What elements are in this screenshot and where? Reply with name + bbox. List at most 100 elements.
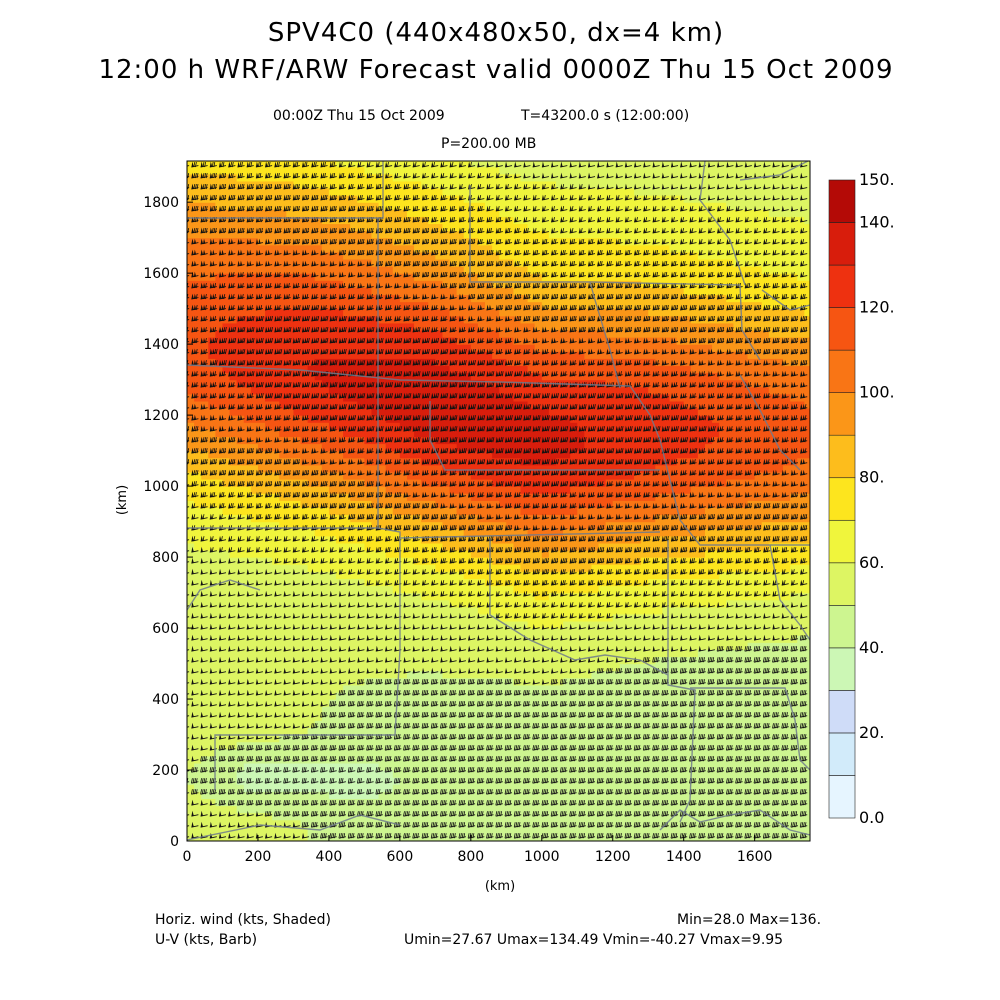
field-cell xyxy=(464,472,472,480)
field-cell xyxy=(329,685,337,693)
field-cell xyxy=(506,486,514,494)
field-cell xyxy=(322,664,330,672)
field-cell xyxy=(478,664,486,672)
field-cell xyxy=(386,444,394,452)
field-cell xyxy=(414,727,422,735)
field-cell xyxy=(272,486,280,494)
field-cell xyxy=(237,585,245,593)
field-cell xyxy=(215,557,223,565)
field-cell xyxy=(464,642,472,650)
field-cell xyxy=(364,564,372,572)
field-cell xyxy=(457,465,465,473)
field-cell xyxy=(272,585,280,593)
field-cell xyxy=(187,628,195,636)
field-cell xyxy=(492,387,500,395)
field-cell xyxy=(364,784,372,792)
field-cell xyxy=(371,557,379,565)
field-cell xyxy=(471,727,479,735)
field-cell xyxy=(251,763,259,771)
field-cell xyxy=(258,827,266,835)
field-cell xyxy=(208,401,216,409)
field-cell xyxy=(535,167,543,175)
field-cell xyxy=(442,678,450,686)
field-cell xyxy=(478,167,486,175)
field-cell xyxy=(485,507,493,515)
field-cell xyxy=(322,642,330,650)
field-cell xyxy=(485,642,493,650)
field-cell xyxy=(535,692,543,700)
field-cell xyxy=(187,365,195,373)
field-cell xyxy=(279,706,287,714)
field-cell xyxy=(237,706,245,714)
field-cell xyxy=(286,167,294,175)
field-cell xyxy=(457,813,465,821)
field-cell xyxy=(457,486,465,494)
field-cell xyxy=(230,656,238,664)
field-cell xyxy=(471,252,479,260)
field-cell xyxy=(194,806,202,814)
field-cell xyxy=(364,287,372,295)
field-cell xyxy=(201,287,209,295)
field-cell xyxy=(315,727,323,735)
field-cell xyxy=(379,593,387,601)
field-cell xyxy=(301,571,309,579)
field-cell xyxy=(471,167,479,175)
field-cell xyxy=(194,642,202,650)
field-cell xyxy=(528,287,536,295)
field-cell xyxy=(492,486,500,494)
field-cell xyxy=(549,245,557,253)
field-cell xyxy=(485,323,493,331)
field-cell xyxy=(485,486,493,494)
field-cell xyxy=(464,656,472,664)
field-cell xyxy=(414,621,422,629)
field-cell xyxy=(279,664,287,672)
field-cell xyxy=(293,266,301,274)
field-cell xyxy=(322,252,330,260)
field-cell xyxy=(187,557,195,565)
field-cell xyxy=(230,238,238,246)
field-cell xyxy=(279,167,287,175)
field-cell xyxy=(457,692,465,700)
field-cell xyxy=(215,706,223,714)
field-cell xyxy=(464,564,472,572)
field-cell xyxy=(258,593,266,601)
field-cell xyxy=(301,727,309,735)
field-cell xyxy=(187,252,195,260)
field-cell xyxy=(343,791,351,799)
field-cell xyxy=(286,727,294,735)
field-cell xyxy=(407,266,415,274)
field-cell xyxy=(293,784,301,792)
field-cell xyxy=(528,266,536,274)
field-cell xyxy=(308,664,316,672)
field-cell xyxy=(201,706,209,714)
field-cell xyxy=(230,202,238,210)
field-cell xyxy=(308,642,316,650)
field-cell xyxy=(513,287,521,295)
field-cell xyxy=(272,167,280,175)
field-cell xyxy=(301,202,309,210)
field-cell xyxy=(535,287,543,295)
field-cell xyxy=(293,806,301,814)
field-cell xyxy=(279,444,287,452)
field-cell xyxy=(208,557,216,565)
field-cell xyxy=(301,642,309,650)
field-cell xyxy=(393,507,401,515)
field-cell xyxy=(513,664,521,672)
field-cell xyxy=(386,607,394,615)
field-cell xyxy=(301,656,309,664)
field-cell xyxy=(520,507,528,515)
field-cell xyxy=(485,344,493,352)
field-cell xyxy=(194,685,202,693)
field-cell xyxy=(265,507,273,515)
field-cell xyxy=(208,685,216,693)
field-cell xyxy=(379,287,387,295)
field-cell xyxy=(258,727,266,735)
field-cell xyxy=(492,365,500,373)
field-cell xyxy=(244,287,252,295)
field-cell xyxy=(286,245,294,253)
field-cell xyxy=(237,664,245,672)
field-cell xyxy=(442,628,450,636)
field-cell xyxy=(308,685,316,693)
field-cell xyxy=(208,266,216,274)
field-cell xyxy=(435,607,443,615)
